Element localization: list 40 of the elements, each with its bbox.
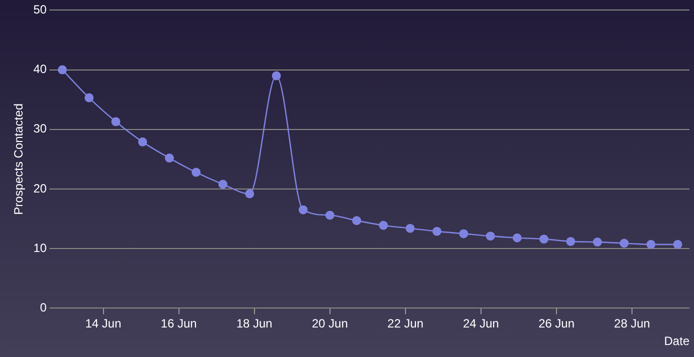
x-tick-label: 20 Jun xyxy=(312,316,348,331)
point xyxy=(352,216,362,226)
point xyxy=(58,65,67,74)
y-tick-label: 20 xyxy=(33,181,48,196)
point xyxy=(272,71,281,80)
y-tick-label: 10 xyxy=(33,240,48,255)
point xyxy=(84,93,94,102)
y-tick-label: 40 xyxy=(33,62,48,76)
point xyxy=(192,168,201,177)
point xyxy=(138,137,148,146)
x-axis-title: Date xyxy=(664,334,690,348)
point xyxy=(245,189,254,198)
y-tick-label: 50 xyxy=(33,2,48,17)
point xyxy=(620,238,629,248)
point xyxy=(539,234,548,244)
point xyxy=(566,236,576,246)
x-tick-label: 14 Jun xyxy=(85,316,122,331)
point xyxy=(111,117,120,126)
x-tick-label: 18 Jun xyxy=(236,316,272,331)
point xyxy=(459,229,468,238)
point xyxy=(378,220,388,230)
y-axis-title: Prospects Contacted xyxy=(12,103,26,215)
point xyxy=(512,233,522,242)
x-tick-label: 22 Jun xyxy=(387,316,424,331)
x-tick-label: 28 Jun xyxy=(614,316,650,331)
point xyxy=(432,226,442,236)
x-tick-label: 24 Jun xyxy=(462,316,499,331)
point xyxy=(486,232,495,241)
y-tick-label: 0 xyxy=(40,300,48,315)
point xyxy=(673,240,682,249)
x-tick-label: 16 Jun xyxy=(160,316,197,331)
y-tick-label: 30 xyxy=(33,122,48,136)
point xyxy=(218,180,228,189)
point xyxy=(325,210,334,220)
point xyxy=(406,224,415,233)
point xyxy=(646,240,656,249)
point xyxy=(298,205,308,214)
point xyxy=(592,238,602,247)
x-tick-label: 26 Jun xyxy=(538,316,575,331)
point xyxy=(164,154,174,163)
